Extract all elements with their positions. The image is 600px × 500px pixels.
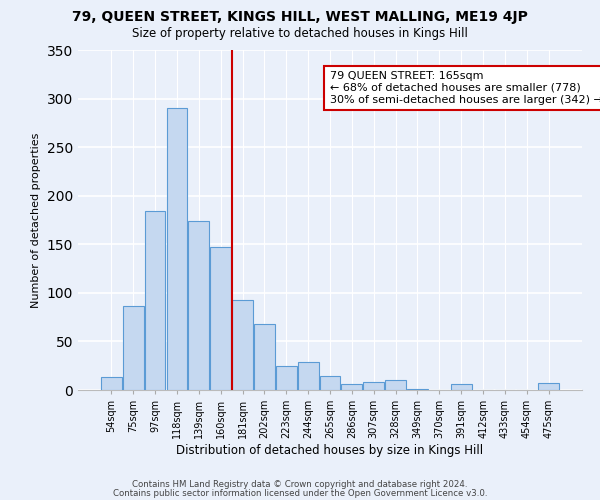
Text: Contains public sector information licensed under the Open Government Licence v3: Contains public sector information licen… bbox=[113, 488, 487, 498]
Text: Contains HM Land Registry data © Crown copyright and database right 2024.: Contains HM Land Registry data © Crown c… bbox=[132, 480, 468, 489]
Bar bbox=[385, 380, 406, 390]
Bar bbox=[320, 376, 340, 390]
Bar bbox=[538, 383, 559, 390]
Text: Size of property relative to detached houses in Kings Hill: Size of property relative to detached ho… bbox=[132, 28, 468, 40]
Bar bbox=[101, 378, 122, 390]
Text: 79 QUEEN STREET: 165sqm
← 68% of detached houses are smaller (778)
30% of semi-d: 79 QUEEN STREET: 165sqm ← 68% of detache… bbox=[330, 72, 600, 104]
Bar bbox=[298, 362, 319, 390]
Bar bbox=[188, 221, 209, 390]
Bar bbox=[232, 300, 253, 390]
Bar bbox=[123, 306, 143, 390]
Y-axis label: Number of detached properties: Number of detached properties bbox=[31, 132, 41, 308]
X-axis label: Distribution of detached houses by size in Kings Hill: Distribution of detached houses by size … bbox=[176, 444, 484, 457]
Bar bbox=[407, 389, 428, 390]
Bar bbox=[364, 382, 384, 390]
Text: 79, QUEEN STREET, KINGS HILL, WEST MALLING, ME19 4JP: 79, QUEEN STREET, KINGS HILL, WEST MALLI… bbox=[72, 10, 528, 24]
Bar bbox=[145, 212, 166, 390]
Bar bbox=[451, 384, 472, 390]
Bar bbox=[254, 324, 275, 390]
Bar bbox=[341, 384, 362, 390]
Bar bbox=[276, 366, 296, 390]
Bar bbox=[167, 108, 187, 390]
Bar bbox=[210, 247, 231, 390]
